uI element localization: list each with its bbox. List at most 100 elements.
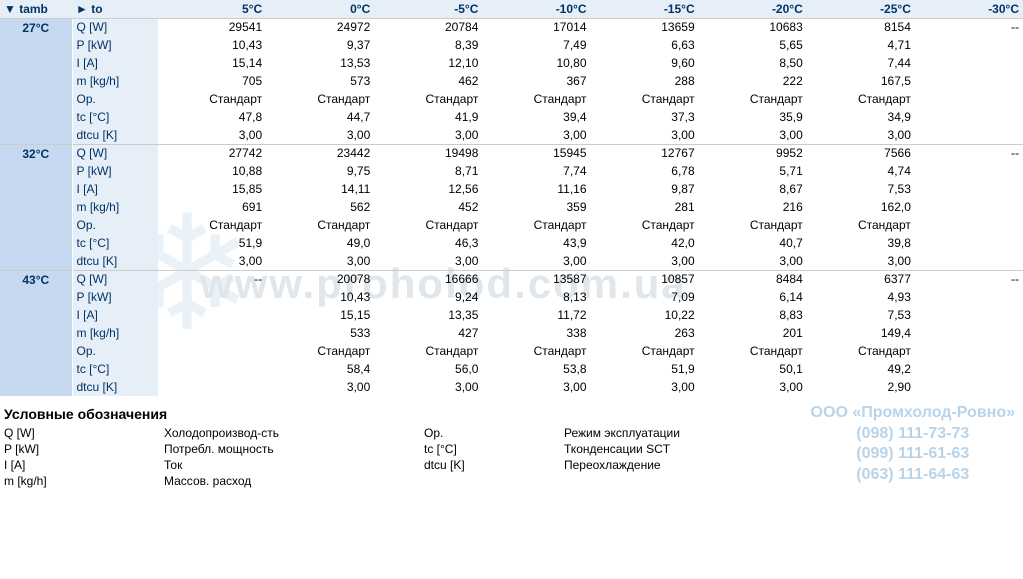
value-cell: 29541 bbox=[158, 18, 266, 36]
value-cell bbox=[915, 54, 1023, 72]
value-cell: 5,71 bbox=[699, 162, 807, 180]
value-cell: 15,85 bbox=[158, 180, 266, 198]
value-cell: 8,50 bbox=[699, 54, 807, 72]
value-cell: 452 bbox=[374, 198, 482, 216]
legend-grid: Q [W]Холодопроизвод-стьOp.Режим эксплуат… bbox=[4, 426, 1019, 488]
value-cell: Стандарт bbox=[699, 216, 807, 234]
value-cell: 5,65 bbox=[699, 36, 807, 54]
legend-cell bbox=[564, 474, 824, 488]
value-cell: 691 bbox=[158, 198, 266, 216]
value-cell: 9,24 bbox=[374, 288, 482, 306]
value-cell: 3,00 bbox=[591, 378, 699, 396]
legend-cell: I [A] bbox=[4, 458, 164, 472]
table-row: m [kg/h]691562452359281216162,0 bbox=[0, 198, 1023, 216]
value-cell: 23442 bbox=[266, 144, 374, 162]
value-cell: 20078 bbox=[266, 270, 374, 288]
table-row: Op.СтандартСтандартСтандартСтандартСтанд… bbox=[0, 216, 1023, 234]
value-cell: 3,00 bbox=[266, 378, 374, 396]
value-cell: Стандарт bbox=[266, 342, 374, 360]
to-header: ► to bbox=[72, 0, 158, 18]
value-cell: Стандарт bbox=[591, 90, 699, 108]
col-header: 5°C bbox=[158, 0, 266, 18]
value-cell: 7,44 bbox=[807, 54, 915, 72]
value-cell: 51,9 bbox=[158, 234, 266, 252]
value-cell: 8,83 bbox=[699, 306, 807, 324]
legend-cell: Потребл. мощность bbox=[164, 442, 424, 456]
col-header: -20°C bbox=[699, 0, 807, 18]
value-cell: 12767 bbox=[591, 144, 699, 162]
value-cell: 3,00 bbox=[482, 126, 590, 144]
param-cell: dtcu [K] bbox=[72, 378, 158, 396]
value-cell: 13587 bbox=[482, 270, 590, 288]
value-cell: 4,74 bbox=[807, 162, 915, 180]
value-cell: Стандарт bbox=[374, 342, 482, 360]
value-cell: 8,67 bbox=[699, 180, 807, 198]
table-header-row: ▼ tamb ► to 5°C 0°C -5°C -10°C -15°C -20… bbox=[0, 0, 1023, 18]
value-cell: 3,00 bbox=[699, 126, 807, 144]
legend-cell: P [kW] bbox=[4, 442, 164, 456]
value-cell: 3,00 bbox=[158, 126, 266, 144]
value-cell: Стандарт bbox=[158, 90, 266, 108]
value-cell: 34,9 bbox=[807, 108, 915, 126]
value-cell: Стандарт bbox=[807, 90, 915, 108]
value-cell: 42,0 bbox=[591, 234, 699, 252]
col-header: 0°C bbox=[266, 0, 374, 18]
value-cell: 35,9 bbox=[699, 108, 807, 126]
value-cell: 10,43 bbox=[158, 36, 266, 54]
value-cell: 13,35 bbox=[374, 306, 482, 324]
value-cell: 47,8 bbox=[158, 108, 266, 126]
value-cell bbox=[915, 342, 1023, 360]
value-cell: 3,00 bbox=[591, 126, 699, 144]
value-cell: Стандарт bbox=[807, 342, 915, 360]
value-cell: 6,63 bbox=[591, 36, 699, 54]
value-cell bbox=[915, 90, 1023, 108]
param-cell: Q [W] bbox=[72, 144, 158, 162]
value-cell: 359 bbox=[482, 198, 590, 216]
tamb-cell: 43°C bbox=[0, 270, 72, 396]
value-cell bbox=[915, 306, 1023, 324]
value-cell: 573 bbox=[266, 72, 374, 90]
value-cell: 9,37 bbox=[266, 36, 374, 54]
param-cell: tc [°C] bbox=[72, 108, 158, 126]
table-row: 32°CQ [W]2774223442194981594512767995275… bbox=[0, 144, 1023, 162]
col-header: -25°C bbox=[807, 0, 915, 18]
value-cell: 10,80 bbox=[482, 54, 590, 72]
param-cell: m [kg/h] bbox=[72, 72, 158, 90]
value-cell: 39,4 bbox=[482, 108, 590, 126]
value-cell bbox=[915, 126, 1023, 144]
param-cell: Op. bbox=[72, 90, 158, 108]
value-cell: 43,9 bbox=[482, 234, 590, 252]
value-cell: 3,00 bbox=[266, 252, 374, 270]
value-cell: 9952 bbox=[699, 144, 807, 162]
value-cell: 222 bbox=[699, 72, 807, 90]
param-cell: I [A] bbox=[72, 306, 158, 324]
value-cell: 8,39 bbox=[374, 36, 482, 54]
value-cell: 20784 bbox=[374, 18, 482, 36]
value-cell: 41,9 bbox=[374, 108, 482, 126]
value-cell: 263 bbox=[591, 324, 699, 342]
value-cell bbox=[158, 324, 266, 342]
legend-cell: Массов. расход bbox=[164, 474, 424, 488]
value-cell: 53,8 bbox=[482, 360, 590, 378]
param-cell: P [kW] bbox=[72, 288, 158, 306]
value-cell: Стандарт bbox=[591, 342, 699, 360]
value-cell: 24972 bbox=[266, 18, 374, 36]
value-cell: 51,9 bbox=[591, 360, 699, 378]
legend-cell: Холодопроизвод-сть bbox=[164, 426, 424, 440]
value-cell: 4,93 bbox=[807, 288, 915, 306]
value-cell: 3,00 bbox=[807, 126, 915, 144]
value-cell: 3,00 bbox=[374, 252, 482, 270]
value-cell: Стандарт bbox=[158, 216, 266, 234]
value-cell bbox=[915, 162, 1023, 180]
value-cell: 338 bbox=[482, 324, 590, 342]
table-row: dtcu [K]3,003,003,003,003,003,003,00 bbox=[0, 126, 1023, 144]
value-cell: 7,74 bbox=[482, 162, 590, 180]
value-cell: 6,78 bbox=[591, 162, 699, 180]
value-cell: Стандарт bbox=[699, 342, 807, 360]
value-cell: 3,00 bbox=[482, 378, 590, 396]
value-cell bbox=[158, 378, 266, 396]
legend-cell: dtcu [K] bbox=[424, 458, 564, 472]
value-cell: 4,71 bbox=[807, 36, 915, 54]
value-cell: 3,00 bbox=[591, 252, 699, 270]
value-cell: Стандарт bbox=[266, 216, 374, 234]
